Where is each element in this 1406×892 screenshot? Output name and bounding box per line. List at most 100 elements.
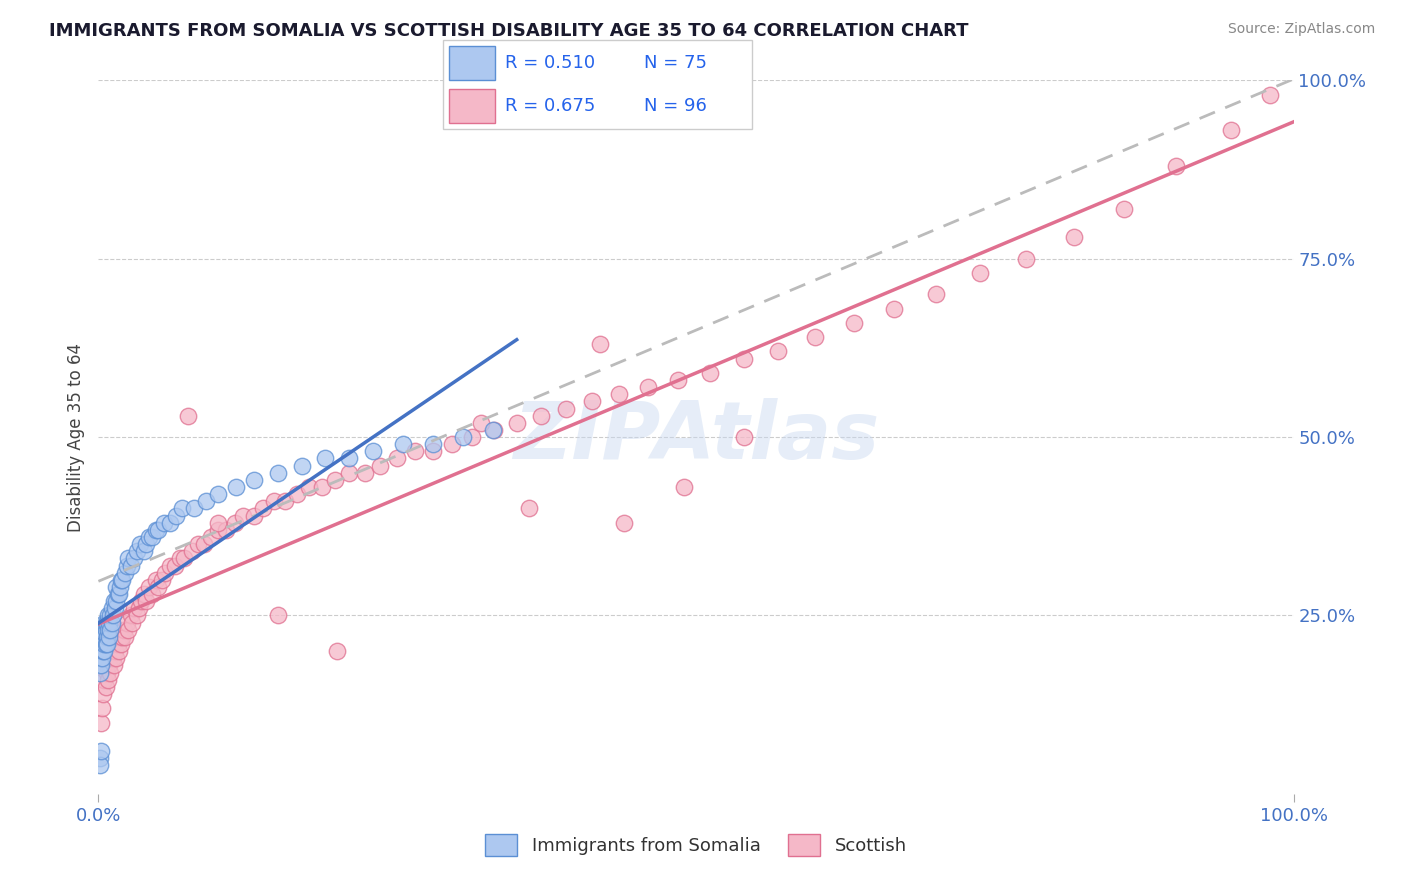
- Point: [733, 351, 755, 366]
- Point: [103, 594, 125, 608]
- Point: [609, 387, 631, 401]
- Point: [589, 337, 612, 351]
- Point: [124, 601, 146, 615]
- Point: [404, 444, 426, 458]
- Point: [291, 458, 314, 473]
- Point: [187, 537, 209, 551]
- Point: [97, 623, 120, 637]
- Point: [97, 608, 120, 623]
- Point: [1015, 252, 1038, 266]
- Text: ZIPAtlas: ZIPAtlas: [513, 398, 879, 476]
- Point: [114, 566, 136, 580]
- Point: [207, 523, 229, 537]
- Point: [89, 644, 111, 658]
- Point: [91, 701, 114, 715]
- Point: [195, 494, 218, 508]
- Point: [141, 530, 163, 544]
- Point: [285, 487, 308, 501]
- Point: [93, 637, 115, 651]
- Point: [451, 430, 474, 444]
- Point: [842, 316, 865, 330]
- Point: [207, 487, 229, 501]
- Point: [461, 430, 484, 444]
- Point: [110, 573, 132, 587]
- Point: [699, 366, 721, 380]
- Point: [969, 266, 991, 280]
- Point: [482, 423, 505, 437]
- Point: [159, 558, 181, 573]
- Point: [135, 537, 157, 551]
- Text: N = 96: N = 96: [644, 97, 707, 115]
- Y-axis label: Disability Age 35 to 64: Disability Age 35 to 64: [66, 343, 84, 532]
- Point: [153, 516, 176, 530]
- Point: [225, 480, 247, 494]
- Point: [100, 601, 122, 615]
- Point: [155, 566, 177, 580]
- Text: N = 75: N = 75: [644, 54, 707, 72]
- Point: [124, 551, 146, 566]
- Point: [91, 623, 114, 637]
- Point: [90, 658, 112, 673]
- Point: [370, 458, 392, 473]
- Point: [120, 558, 142, 573]
- Point: [121, 615, 143, 630]
- Legend: Immigrants from Somalia, Scottish: Immigrants from Somalia, Scottish: [478, 827, 914, 863]
- Point: [94, 680, 117, 694]
- Point: [768, 344, 790, 359]
- Point: [165, 508, 187, 523]
- Point: [441, 437, 464, 451]
- Point: [470, 416, 492, 430]
- Text: IMMIGRANTS FROM SOMALIA VS SCOTTISH DISABILITY AGE 35 TO 64 CORRELATION CHART: IMMIGRANTS FROM SOMALIA VS SCOTTISH DISA…: [49, 22, 969, 40]
- Point: [107, 644, 129, 658]
- Point: [96, 637, 118, 651]
- Point: [100, 615, 122, 630]
- Point: [110, 637, 132, 651]
- Point: [89, 665, 111, 680]
- Point: [267, 608, 290, 623]
- Point: [207, 516, 229, 530]
- Point: [613, 516, 636, 530]
- Point: [115, 615, 138, 630]
- Point: [138, 530, 160, 544]
- Point: [392, 437, 415, 451]
- FancyBboxPatch shape: [449, 46, 495, 80]
- Point: [91, 644, 114, 658]
- Point: [98, 658, 121, 673]
- Point: [385, 451, 409, 466]
- Point: [115, 558, 138, 573]
- Point: [1063, 230, 1085, 244]
- Point: [673, 480, 696, 494]
- Point: [145, 523, 167, 537]
- Point: [530, 409, 553, 423]
- Point: [363, 444, 385, 458]
- Point: [104, 644, 127, 658]
- Point: [138, 580, 160, 594]
- Point: [91, 630, 114, 644]
- Point: [232, 508, 254, 523]
- Point: [94, 637, 117, 651]
- Point: [145, 573, 167, 587]
- Point: [108, 630, 131, 644]
- Point: [91, 651, 114, 665]
- Point: [326, 644, 349, 658]
- Text: R = 0.510: R = 0.510: [505, 54, 595, 72]
- Point: [98, 615, 121, 630]
- Point: [90, 637, 112, 651]
- Point: [506, 416, 529, 430]
- Point: [98, 665, 122, 680]
- Point: [98, 608, 122, 623]
- Point: [107, 637, 129, 651]
- Point: [97, 673, 120, 687]
- Point: [298, 480, 321, 494]
- Point: [128, 601, 150, 615]
- Point: [101, 651, 124, 665]
- Point: [93, 630, 115, 644]
- Point: [733, 430, 755, 444]
- Point: [132, 544, 155, 558]
- Point: [354, 466, 377, 480]
- Point: [108, 580, 131, 594]
- Point: [107, 587, 129, 601]
- Point: [554, 401, 576, 416]
- Point: [98, 630, 121, 644]
- Point: [103, 658, 125, 673]
